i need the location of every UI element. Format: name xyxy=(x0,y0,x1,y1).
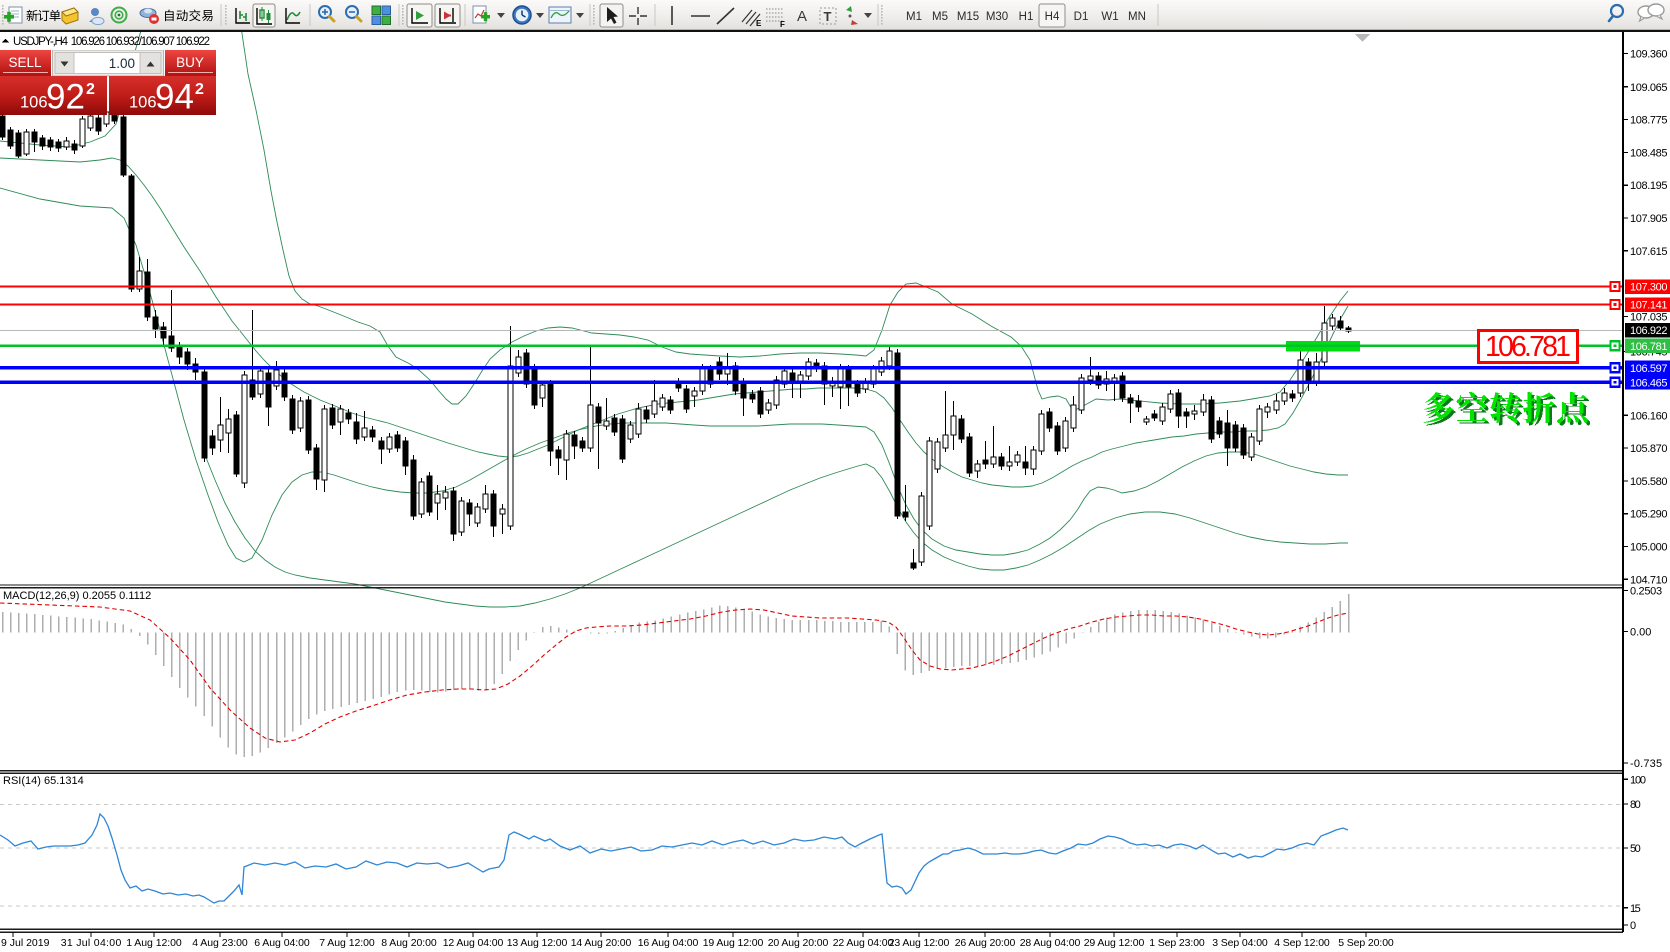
svg-text:106: 106 xyxy=(129,94,157,112)
svg-text:107.141: 107.141 xyxy=(1630,300,1668,312)
svg-text:28 Aug 04:00: 28 Aug 04:00 xyxy=(1020,937,1081,949)
svg-text:105.580: 105.580 xyxy=(1630,476,1667,488)
svg-text:3 Sep 04:00: 3 Sep 04:00 xyxy=(1212,937,1268,949)
svg-text:105.000: 105.000 xyxy=(1630,542,1667,554)
svg-text:MN: MN xyxy=(1128,11,1146,23)
svg-text:108.485: 108.485 xyxy=(1630,147,1667,159)
svg-text:109.065: 109.065 xyxy=(1630,82,1667,94)
svg-text:31 Jul 04:00: 31 Jul 04:00 xyxy=(61,937,122,949)
svg-text:94: 94 xyxy=(155,78,194,116)
svg-text:80: 80 xyxy=(1630,799,1641,811)
svg-text:106: 106 xyxy=(20,94,48,112)
svg-text:13 Aug 12:00: 13 Aug 12:00 xyxy=(507,937,568,949)
svg-text:16 Aug 04:00: 16 Aug 04:00 xyxy=(638,937,699,949)
svg-text:0.2503: 0.2503 xyxy=(1630,586,1662,598)
svg-text:2: 2 xyxy=(195,81,204,98)
svg-text:106.781: 106.781 xyxy=(1630,341,1668,353)
svg-text:A: A xyxy=(797,8,807,25)
svg-text:15: 15 xyxy=(1630,903,1641,915)
svg-text:2: 2 xyxy=(86,81,95,98)
svg-text:8 Aug 20:00: 8 Aug 20:00 xyxy=(381,937,437,949)
svg-text:6 Aug 04:00: 6 Aug 04:00 xyxy=(254,937,310,949)
svg-text:BUY: BUY xyxy=(176,55,204,70)
svg-text:5 Sep 20:00: 5 Sep 20:00 xyxy=(1338,937,1394,949)
svg-text:M1: M1 xyxy=(906,11,922,23)
svg-text:T: T xyxy=(824,9,832,24)
svg-text:M5: M5 xyxy=(932,11,948,23)
svg-text:92: 92 xyxy=(46,78,85,116)
svg-text:29 Aug 12:00: 29 Aug 12:00 xyxy=(1084,937,1145,949)
svg-text:-0.735: -0.735 xyxy=(1630,758,1662,770)
svg-text:E: E xyxy=(756,19,762,28)
svg-text:106.597: 106.597 xyxy=(1630,363,1668,375)
svg-text:108.195: 108.195 xyxy=(1630,180,1667,192)
svg-text:H4: H4 xyxy=(1045,11,1060,23)
svg-text:23 Aug 12:00: 23 Aug 12:00 xyxy=(889,937,950,949)
svg-text:22 Aug 04:00: 22 Aug 04:00 xyxy=(833,937,894,949)
svg-text:1 Aug 12:00: 1 Aug 12:00 xyxy=(126,937,182,949)
svg-text:106.465: 106.465 xyxy=(1630,377,1668,389)
svg-text:9 Jul 2019: 9 Jul 2019 xyxy=(1,937,50,949)
svg-text:4 Sep 12:00: 4 Sep 12:00 xyxy=(1274,937,1330,949)
svg-text:105.290: 105.290 xyxy=(1630,509,1667,521)
svg-text:M30: M30 xyxy=(986,11,1008,23)
svg-text:106.922: 106.922 xyxy=(1630,325,1668,337)
svg-text:104.710: 104.710 xyxy=(1630,574,1667,586)
svg-text:100: 100 xyxy=(1630,774,1646,786)
svg-text:RSI(14) 65.1314: RSI(14) 65.1314 xyxy=(3,775,84,787)
svg-text:F: F xyxy=(780,20,785,29)
svg-text:D1: D1 xyxy=(1074,11,1089,23)
svg-text:H1: H1 xyxy=(1019,11,1034,23)
svg-text:4 Aug 23:00: 4 Aug 23:00 xyxy=(192,937,248,949)
svg-text:108.775: 108.775 xyxy=(1630,115,1667,127)
svg-text:SELL: SELL xyxy=(8,55,42,70)
svg-text:19 Aug 12:00: 19 Aug 12:00 xyxy=(703,937,764,949)
svg-text:0.00: 0.00 xyxy=(1630,627,1651,639)
svg-text:USDJPY-,H4 106.926 106.932/10: USDJPY-,H4 106.926 106.932/106.907 106.9… xyxy=(13,36,210,48)
svg-text:105.870: 105.870 xyxy=(1630,443,1667,455)
svg-text:107.035: 107.035 xyxy=(1630,312,1667,324)
svg-text:106.781: 106.781 xyxy=(1485,331,1571,363)
svg-text:MACD(12,26,9) 0.2055 0.1112: MACD(12,26,9) 0.2055 0.1112 xyxy=(3,590,151,602)
svg-text:107.905: 107.905 xyxy=(1630,213,1667,225)
svg-text:12 Aug 04:00: 12 Aug 04:00 xyxy=(443,937,504,949)
svg-text:1 Sep 23:00: 1 Sep 23:00 xyxy=(1149,937,1205,949)
svg-text:20 Aug 20:00: 20 Aug 20:00 xyxy=(768,937,829,949)
svg-text:W1: W1 xyxy=(1101,11,1118,23)
svg-text:1.00: 1.00 xyxy=(109,56,135,71)
svg-text:106.160: 106.160 xyxy=(1630,410,1667,422)
svg-text:7 Aug 12:00: 7 Aug 12:00 xyxy=(319,937,375,949)
svg-text:107.300: 107.300 xyxy=(1630,282,1668,294)
svg-text:M15: M15 xyxy=(957,11,979,23)
svg-text:14 Aug 20:00: 14 Aug 20:00 xyxy=(571,937,632,949)
svg-text:107.615: 107.615 xyxy=(1630,246,1667,258)
svg-text:109.360: 109.360 xyxy=(1630,48,1667,60)
svg-text:50: 50 xyxy=(1630,843,1641,855)
svg-text:26 Aug 20:00: 26 Aug 20:00 xyxy=(955,937,1016,949)
svg-text:0: 0 xyxy=(1630,920,1636,932)
